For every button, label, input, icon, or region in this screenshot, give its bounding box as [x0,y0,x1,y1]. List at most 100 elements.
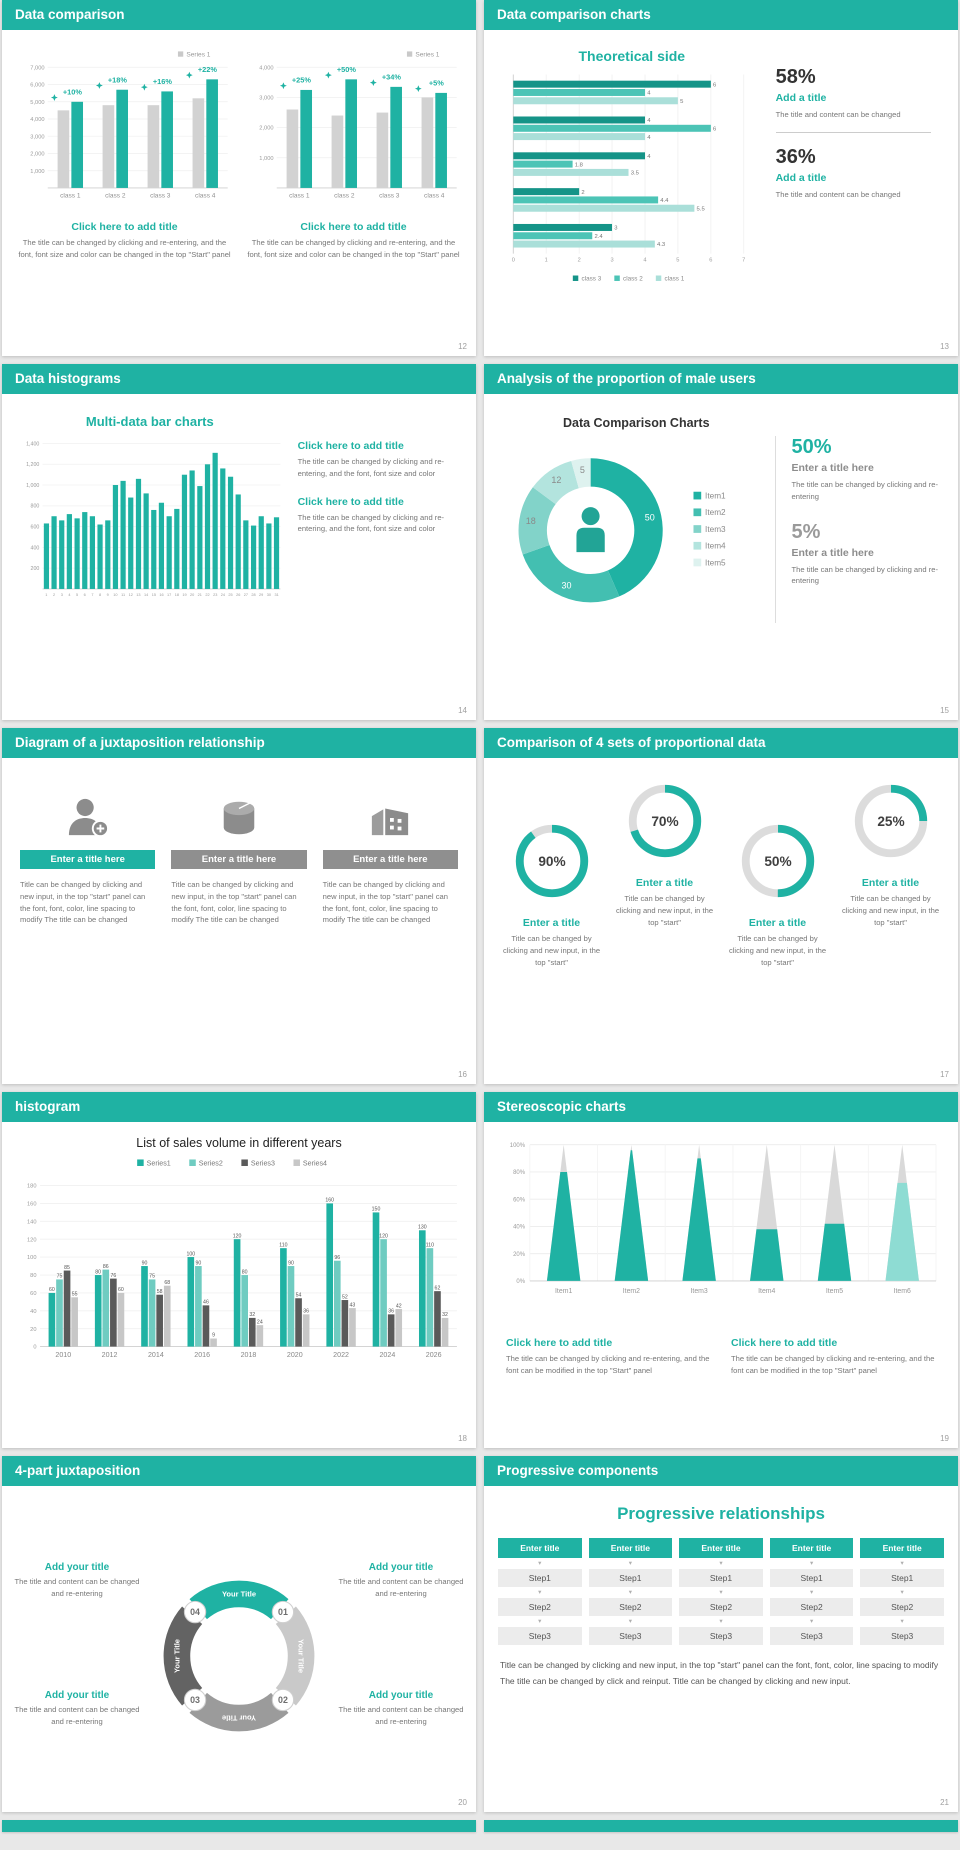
slide-data-comparison[interactable]: Data comparison Series 1 1,000 2,000 3,000 4… [2,0,476,356]
svg-text:10: 10 [113,593,117,597]
corner-title: Add your title [368,1690,434,1701]
svg-text:14: 14 [144,593,149,597]
stat-body: The title and content can be changed [775,110,901,119]
svg-text:60%: 60% [513,1197,526,1203]
class-growth-bar-chart-2: Series 1 1,000 2,000 3,000 4,000 +25% class 1 +… [245,44,462,215]
placeholder-body: The title can be changed by clicking and… [731,1354,935,1375]
slide-data-histograms[interactable]: Data histograms Multi-data bar charts 20… [2,364,476,720]
svg-text:7,000: 7,000 [30,65,44,71]
svg-text:62: 62 [435,1285,441,1291]
svg-text:1,000: 1,000 [259,156,273,162]
svg-text:4.3: 4.3 [657,242,666,248]
corner-block: Add your title The title and content can… [334,1684,468,1728]
svg-text:+5%: +5% [429,78,444,87]
svg-text:0: 0 [33,1345,36,1351]
step-box: Step2 [679,1598,763,1617]
slide-stereoscopic-charts[interactable]: Stereoscopic charts 0% 20% 40% 60% 80% 100% It… [484,1092,958,1448]
horizontal-bar-chart: 0 1 2 3 4 5 6 7 6 4 5 4 6 4 4 1.8 3.5 2 4.4 5.5 3 2.4 4.3 class… [498,68,766,284]
svg-text:54: 54 [296,1292,302,1298]
svg-text:1: 1 [545,257,548,263]
svg-text:20: 20 [190,593,194,597]
chart-title: Data Comparison Charts [562,416,710,430]
stats-column: 58% Add a title The title and content ca… [775,36,944,201]
svg-text:70%: 70% [651,814,678,829]
column-body: Title can be changed by clicking and new… [20,880,146,925]
svg-text:96: 96 [334,1255,340,1261]
step-box: Step1 [679,1569,763,1588]
svg-text:18: 18 [526,516,536,526]
svg-text:180: 180 [27,1184,36,1190]
svg-text:7: 7 [742,257,745,263]
svg-text:1.8: 1.8 [575,162,584,168]
svg-text:6: 6 [713,126,717,132]
corner-body: The title and content can be changed and… [338,1705,464,1726]
svg-text:Item1: Item1 [705,491,726,500]
corner-title: Add your title [44,1690,110,1701]
slide-data-comparison-charts[interactable]: Data comparison charts Theoretical side … [484,0,958,356]
chart-column: Data Comparison Charts 50 30 18 12 5 Item1 Ite… [498,402,775,623]
slide-male-users-proportion[interactable]: Analysis of the proportion of male users… [484,364,958,720]
svg-text:30: 30 [267,593,271,597]
svg-text:12: 12 [551,475,561,485]
slide-juxtaposition-relationship[interactable]: Diagram of a juxtaposition relationship … [2,728,476,1084]
svg-text:class 3: class 3 [582,275,602,282]
svg-text:80: 80 [242,1269,248,1275]
svg-text:class 4: class 4 [424,192,445,199]
svg-text:Item2: Item2 [705,508,726,517]
svg-text:+25%: +25% [292,76,312,85]
svg-text:2,000: 2,000 [259,126,273,132]
ring-title: Enter a title [861,877,920,889]
svg-text:110: 110 [426,1242,434,1248]
svg-text:class 4: class 4 [195,192,216,199]
svg-text:2,000: 2,000 [30,152,44,158]
step-column: Enter title ▾ Step1 ▾ Step2 ▾ Step3 [498,1538,582,1646]
svg-text:90: 90 [142,1260,148,1266]
database-icon [171,786,306,850]
svg-text:3: 3 [610,257,613,263]
slide-proportional-data-comparison[interactable]: Comparison of 4 sets of proportional dat… [484,728,958,1084]
svg-text:43: 43 [350,1302,356,1308]
svg-text:46: 46 [203,1300,209,1306]
slide-header-bar: Data histograms [2,364,476,394]
svg-text:120: 120 [233,1233,242,1239]
svg-text:24: 24 [221,593,226,597]
page-number: 17 [940,1070,949,1079]
slide-4-part-juxtaposition[interactable]: 4-part juxtaposition Your Title Your Titl… [2,1456,476,1812]
placeholder-title: Click here to add title [297,495,404,508]
svg-text:2010: 2010 [55,1351,71,1359]
svg-text:150: 150 [372,1207,381,1213]
slide-progressive-components[interactable]: Progressive components Progressive relat… [484,1456,958,1812]
svg-text:2016: 2016 [194,1351,210,1359]
chart-block-right: Series 1 1,000 2,000 3,000 4,000 +25% class 1 +… [245,44,462,261]
person-icon [20,786,155,850]
corner-body: The title and content can be changed and… [14,1577,140,1598]
slide-deck: Data comparison Series 1 1,000 2,000 3,000 4… [2,0,958,1812]
stat-block: 5% Enter a title here The title can be c… [792,521,944,588]
slide-histogram[interactable]: histogram List of sales volume in differ… [2,1092,476,1448]
stat-body: The title can be changed by clicking and… [791,564,938,586]
svg-text:3.5: 3.5 [631,171,640,177]
chart-title: List of sales volume in different years [136,1136,342,1150]
svg-text:Item4: Item4 [705,542,726,551]
svg-text:24: 24 [257,1319,263,1325]
column-body: Title can be changed by clicking and new… [171,880,297,925]
svg-text:8: 8 [99,593,101,597]
corner-title: Add your title [44,1562,110,1573]
svg-text:60: 60 [118,1287,124,1293]
svg-text:9: 9 [107,593,109,597]
down-arrow-icon: ▾ [719,1618,723,1626]
svg-text:class 1: class 1 [60,192,81,199]
svg-text:42: 42 [396,1303,402,1309]
step-box: Step2 [588,1598,673,1617]
down-arrow-icon: ▾ [900,1560,904,1567]
svg-text:7: 7 [91,593,93,597]
svg-text:6,000: 6,000 [30,83,44,89]
step-column: Enter title ▾ Step1 ▾ Step2 ▾ Step3 [860,1538,944,1646]
svg-text:Item6: Item6 [894,1288,911,1295]
enter-title-button: Enter title [860,1538,944,1558]
svg-text:58: 58 [157,1289,163,1295]
section-heading: Progressive relationships [617,1504,825,1523]
svg-text:80: 80 [30,1273,36,1279]
svg-text:4,000: 4,000 [259,65,273,71]
slide-header-title: histogram [15,1099,81,1114]
